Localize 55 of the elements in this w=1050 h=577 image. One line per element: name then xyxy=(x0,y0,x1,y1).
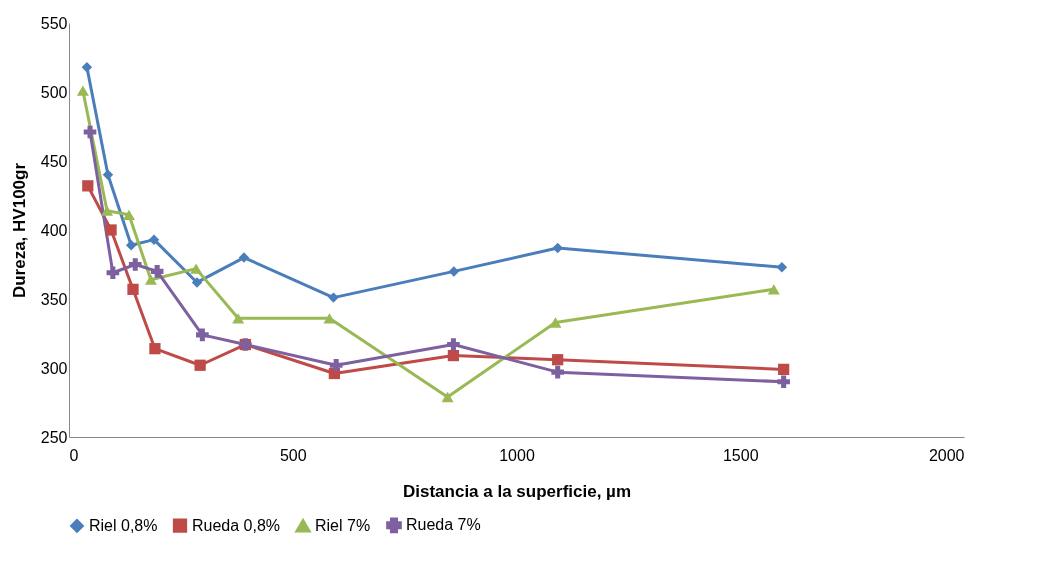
y-tick-label: 250 xyxy=(40,428,68,446)
point xyxy=(149,343,161,355)
point xyxy=(191,277,203,288)
point xyxy=(767,284,780,295)
point xyxy=(128,258,142,271)
point xyxy=(82,180,94,192)
point xyxy=(83,125,97,139)
point xyxy=(328,292,339,303)
x-tick-label: 0 xyxy=(69,446,79,464)
point xyxy=(777,375,790,389)
legend-label: Rueda 7% xyxy=(406,516,481,534)
y-tick-label: 500 xyxy=(40,83,68,101)
y-axis-title: Dureza, HV100gr xyxy=(9,162,29,299)
point xyxy=(105,224,117,236)
point xyxy=(122,209,135,220)
point xyxy=(190,263,203,274)
point xyxy=(144,274,157,285)
point xyxy=(552,354,564,366)
point xyxy=(102,169,114,181)
x-axis-title: Distancia a la superficie, µm xyxy=(402,481,632,501)
x-tick-label: 500 xyxy=(279,446,307,464)
point xyxy=(196,328,209,342)
x-tick-label: 2000 xyxy=(928,446,965,464)
y-tick-label: 550 xyxy=(40,14,68,32)
point xyxy=(323,313,336,324)
point xyxy=(76,85,89,96)
point xyxy=(776,262,788,273)
point xyxy=(125,239,137,251)
point xyxy=(81,61,93,73)
legend-label: Riel 0,8% xyxy=(89,516,158,534)
point xyxy=(447,349,460,362)
point xyxy=(150,265,164,278)
point xyxy=(106,266,120,280)
point xyxy=(329,358,343,372)
point xyxy=(552,242,563,254)
y-tick-label: 300 xyxy=(40,359,68,377)
point xyxy=(441,391,454,403)
point xyxy=(148,234,160,245)
point xyxy=(778,363,790,376)
y-tick-label: 350 xyxy=(40,290,68,308)
point xyxy=(238,252,250,263)
point xyxy=(101,205,114,216)
point xyxy=(232,313,245,324)
point xyxy=(127,283,139,295)
point xyxy=(448,266,460,277)
y-tick-label: 450 xyxy=(40,152,68,170)
point xyxy=(551,365,564,379)
y-tick-label: 400 xyxy=(40,221,68,239)
point xyxy=(447,338,460,351)
point xyxy=(194,359,206,371)
legend-label: Rueda 0,8% xyxy=(192,516,281,534)
point xyxy=(549,317,562,328)
x-tick-label: 1500 xyxy=(722,446,759,464)
x-tick-label: 1000 xyxy=(499,446,535,464)
legend-label: Riel 7% xyxy=(315,516,371,534)
